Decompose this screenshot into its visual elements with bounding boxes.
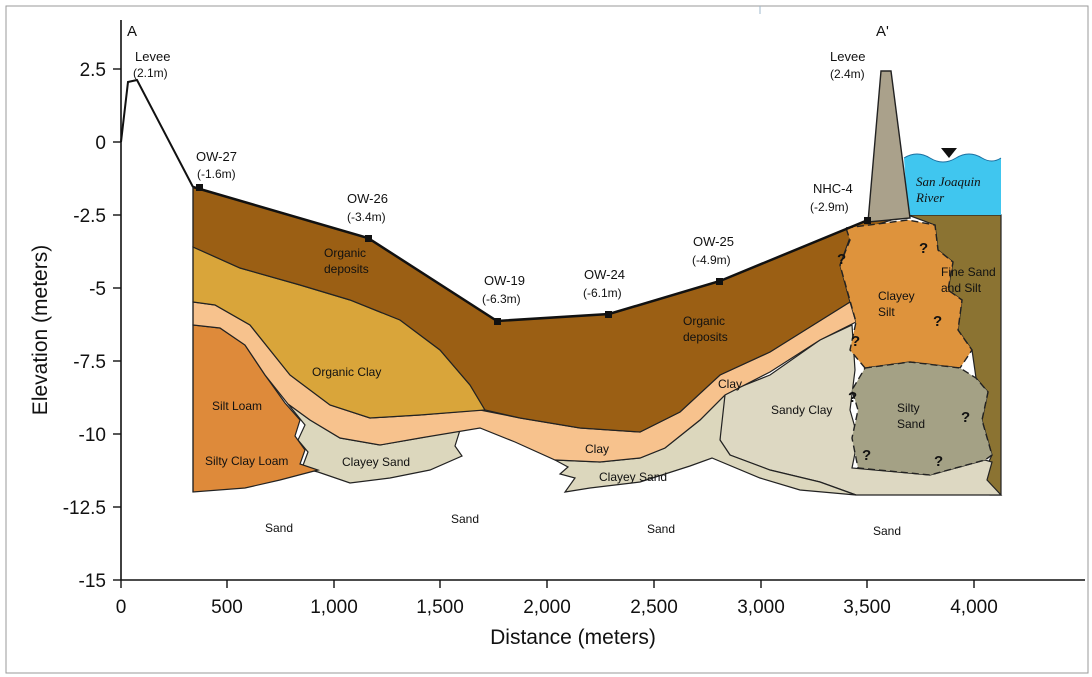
y-axis-ticks bbox=[113, 68, 121, 581]
unit-label-silt-loam: Silt Loam bbox=[212, 399, 262, 413]
unit-label-sand: Sand bbox=[265, 521, 293, 535]
y-tick-label: -15 bbox=[79, 571, 106, 592]
y-tick-label: 2.5 bbox=[80, 60, 106, 81]
text-line: and Silt bbox=[941, 281, 982, 295]
text-line: Organic bbox=[683, 314, 725, 328]
uncertain-mark: ? bbox=[933, 313, 942, 330]
unit-label-clay: Clay bbox=[718, 377, 742, 391]
x-tick-label: 2,000 bbox=[523, 597, 571, 618]
well-label-name: NHC-4 bbox=[813, 181, 853, 196]
unit-label-sand: Sand bbox=[647, 522, 675, 536]
well-label-elev: (-6.1m) bbox=[583, 286, 622, 300]
well-label-elev: (-1.6m) bbox=[197, 167, 236, 181]
unit-label-clayey-sand: Clayey Sand bbox=[342, 455, 410, 469]
y-tick-label: -7.5 bbox=[73, 352, 106, 373]
unit-label-fine-sand-silt: Fine Sand and Silt bbox=[941, 265, 996, 295]
unit-label-organic-clay: Organic Clay bbox=[312, 365, 381, 379]
text-line: San Joaquin bbox=[916, 174, 981, 189]
well-label-name: Levee bbox=[135, 49, 170, 64]
water-table-marker-icon bbox=[941, 148, 957, 158]
river-water bbox=[904, 154, 1001, 215]
text-line: Silty bbox=[897, 401, 920, 415]
x-tick-label: 500 bbox=[211, 597, 243, 618]
text-line: Clayey bbox=[878, 289, 915, 303]
uncertain-mark: ? bbox=[848, 389, 857, 406]
y-tick-label: -10 bbox=[79, 425, 106, 446]
unit-label-clay: Clay bbox=[585, 442, 609, 456]
x-tick-label: 1,500 bbox=[416, 597, 464, 618]
unit-label-silty-sand: Silty Sand bbox=[897, 401, 925, 431]
uncertain-mark: ? bbox=[934, 453, 943, 470]
unit-label-sand: Sand bbox=[873, 524, 901, 538]
well-marker-ow27 bbox=[196, 184, 203, 191]
uncertain-mark: ? bbox=[961, 409, 970, 426]
well-label-name: OW-26 bbox=[347, 191, 388, 206]
river-wave-line bbox=[903, 153, 1002, 163]
well-label-elev: (-6.3m) bbox=[482, 292, 521, 306]
x-tick-label: 1,000 bbox=[310, 597, 358, 618]
unit-label-silty-clay-loam: Silty Clay Loam bbox=[205, 454, 288, 468]
river-label: San Joaquin River bbox=[915, 174, 981, 205]
layer-silty-sand bbox=[851, 361, 993, 476]
unit-label-organic-deposits: Organic deposits bbox=[683, 314, 728, 344]
x-tick-label: 2,500 bbox=[630, 597, 678, 618]
unit-label-organic-deposits: Organic deposits bbox=[324, 246, 369, 276]
y-tick-label: -12.5 bbox=[63, 498, 106, 519]
layer-sand bbox=[193, 492, 1000, 580]
unit-label-sand: Sand bbox=[451, 512, 479, 526]
well-marker-ow24 bbox=[605, 311, 612, 318]
y-tick-label: -5 bbox=[89, 279, 106, 300]
uncertain-mark: ? bbox=[837, 251, 846, 268]
uncertain-mark: ? bbox=[851, 333, 860, 350]
x-axis-ticks bbox=[120, 580, 975, 588]
text-line: Sand bbox=[897, 417, 925, 431]
uncertain-mark: ? bbox=[919, 240, 928, 257]
well-marker-ow26 bbox=[365, 235, 372, 242]
levee-right bbox=[867, 70, 911, 223]
y-axis-title: Elevation (meters) bbox=[29, 245, 52, 415]
text-line: deposits bbox=[324, 262, 369, 276]
x-tick-label: 0 bbox=[116, 597, 127, 618]
text-line: Fine Sand bbox=[941, 265, 996, 279]
uncertain-mark: ? bbox=[862, 447, 871, 464]
text-line: Organic bbox=[324, 246, 366, 260]
ground-surface-line bbox=[192, 185, 869, 323]
section-label-a: A bbox=[127, 23, 137, 40]
well-label-name: OW-19 bbox=[484, 273, 525, 288]
levee-left bbox=[120, 78, 194, 188]
y-tick-label: 0 bbox=[95, 133, 106, 154]
x-tick-label: 4,000 bbox=[950, 597, 998, 618]
section-label-a-prime: A' bbox=[876, 23, 889, 40]
well-label-name: OW-24 bbox=[584, 267, 625, 282]
x-axis-title: Distance (meters) bbox=[490, 626, 656, 649]
layer-clayey-silt bbox=[839, 219, 973, 369]
x-tick-label: 3,000 bbox=[737, 597, 785, 618]
text-line: Silt bbox=[878, 305, 895, 319]
unit-label-clayey-silt: Clayey Silt bbox=[878, 289, 915, 319]
well-label-elev: (-2.9m) bbox=[810, 200, 849, 214]
text-line: River bbox=[915, 190, 945, 205]
y-tick-label: -2.5 bbox=[73, 206, 106, 227]
well-label-name: OW-27 bbox=[196, 149, 237, 164]
x-tick-label: 3,500 bbox=[843, 597, 891, 618]
well-marker-ow19 bbox=[494, 318, 501, 325]
well-label-elev: (2.1m) bbox=[133, 66, 168, 80]
unit-label-clayey-sand: Clayey Sand bbox=[599, 470, 667, 484]
well-label-name: OW-25 bbox=[693, 234, 734, 249]
text-line: deposits bbox=[683, 330, 728, 344]
well-label-elev: (-4.9m) bbox=[692, 253, 731, 267]
well-marker-ow25 bbox=[716, 278, 723, 285]
well-label-elev: (2.4m) bbox=[830, 67, 865, 81]
well-label-name: Levee bbox=[830, 49, 865, 64]
well-marker-nhc4 bbox=[864, 217, 871, 224]
well-label-elev: (-3.4m) bbox=[347, 210, 386, 224]
unit-label-sandy-clay: Sandy Clay bbox=[771, 403, 832, 417]
